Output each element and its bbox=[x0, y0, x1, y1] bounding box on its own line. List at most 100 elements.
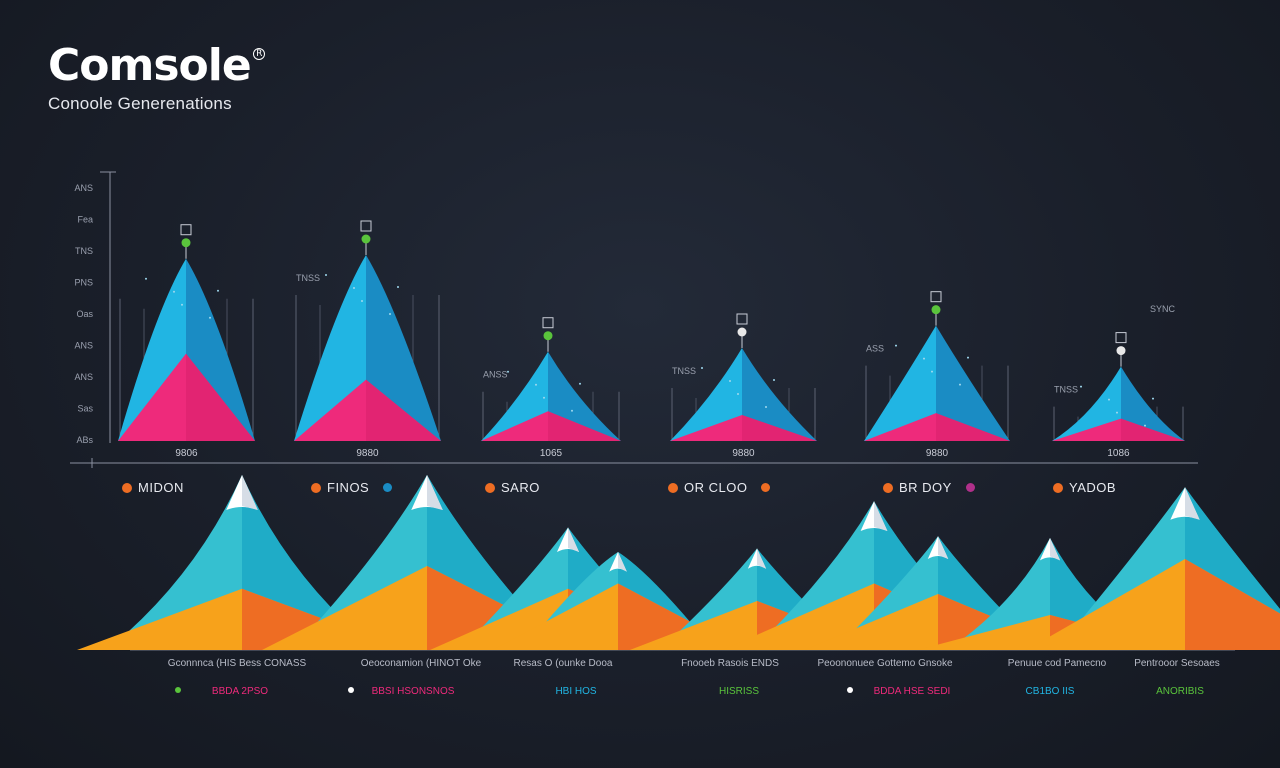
mountain-peak bbox=[492, 552, 744, 650]
sub-label: BDDA HSE SEDI bbox=[847, 686, 950, 697]
legend-item: MIDON bbox=[122, 480, 184, 495]
peak-marker bbox=[543, 331, 553, 341]
category-label: Penuue cod Pamecno bbox=[1008, 658, 1107, 669]
sub-label: BBSI HSONSNOS bbox=[348, 686, 455, 697]
scatter-dot bbox=[773, 379, 775, 381]
peak-icon bbox=[360, 220, 372, 232]
y-tick-label: Sas bbox=[77, 404, 93, 414]
snow-cap-shade bbox=[568, 527, 580, 552]
legend-dot bbox=[1053, 482, 1063, 493]
peak-annotation: TNSS bbox=[672, 366, 696, 376]
scatter-dot bbox=[701, 367, 703, 369]
cyan-peak-right bbox=[366, 255, 441, 441]
cyan-peak-left bbox=[1052, 366, 1121, 441]
legend-dot bbox=[883, 482, 893, 493]
scatter-dot bbox=[1080, 385, 1082, 388]
teal-peak-shade bbox=[874, 501, 996, 650]
sub-label-text: ANORIBIS bbox=[1156, 686, 1204, 697]
sub-label-dot bbox=[348, 687, 354, 693]
legend-label: OR CLOO bbox=[684, 480, 748, 495]
sub-label-text: BBSI HSONSNOS bbox=[372, 686, 455, 697]
brand-subtitle: Conoole Generenations bbox=[48, 94, 232, 113]
chart-legend: MIDON FINOS SARO OR CLOO BR DOY YADOB bbox=[0, 480, 1280, 500]
y-tick-label: TNS bbox=[75, 246, 93, 256]
scatter-dot bbox=[579, 382, 581, 385]
legend-item: SARO bbox=[485, 480, 540, 495]
orange-peak bbox=[492, 583, 744, 650]
mountain-peak bbox=[917, 538, 1183, 650]
peak-icon bbox=[930, 291, 942, 303]
scatter-dot bbox=[535, 383, 537, 386]
legend-item: OR CLOO bbox=[668, 480, 771, 495]
peak-icon bbox=[180, 224, 192, 236]
teal-peak bbox=[107, 475, 377, 650]
registered-icon: R bbox=[252, 48, 265, 60]
legend-label: SARO bbox=[501, 480, 540, 495]
pink-peak-shade bbox=[742, 414, 817, 441]
pink-peak-shade bbox=[1121, 418, 1185, 441]
category-label: Oeoconamion (HINOT Oke bbox=[361, 658, 482, 669]
scatter-dot bbox=[353, 287, 355, 289]
orange-peak-shade bbox=[242, 588, 407, 650]
scatter-dot bbox=[1144, 424, 1146, 427]
category-label: Fnooeb Rasois ENDS bbox=[681, 658, 779, 669]
sub-label-text: BBDA 2PSO bbox=[212, 686, 268, 697]
scatter-dot bbox=[397, 286, 399, 288]
peak-annotation: TNSS bbox=[1054, 385, 1078, 395]
scatter-dot bbox=[361, 300, 363, 302]
peak-group: TNSS 9880 bbox=[670, 313, 817, 459]
group-label: 9806 bbox=[175, 448, 198, 459]
teal-peak-shade bbox=[618, 552, 714, 650]
legend-extra-dot bbox=[761, 483, 771, 492]
sub-label-dot bbox=[847, 687, 853, 693]
scatter-dot bbox=[181, 303, 183, 306]
peak-marker bbox=[181, 238, 191, 248]
teal-peak-shade bbox=[938, 536, 1042, 650]
scatter-dot bbox=[737, 393, 739, 395]
teal-peak bbox=[522, 552, 714, 650]
cyan-peak-left bbox=[670, 348, 742, 441]
orange-peak-shade bbox=[874, 583, 1026, 650]
mountain-peak bbox=[1026, 487, 1280, 650]
legend-label: MIDON bbox=[138, 480, 184, 495]
scatter-dot bbox=[543, 396, 545, 399]
pink-peak-shade bbox=[186, 353, 255, 441]
peak-icon bbox=[542, 317, 554, 329]
scatter-dot bbox=[1152, 397, 1154, 400]
peak-annotation: TNSS bbox=[296, 273, 320, 283]
scatter-dot bbox=[145, 277, 147, 280]
orange-peak-shade bbox=[568, 588, 706, 650]
legend-item: FINOS bbox=[311, 480, 393, 495]
y-tick-label: PNS bbox=[74, 278, 93, 288]
orange-peak bbox=[77, 588, 407, 650]
scatter-dot bbox=[959, 383, 961, 386]
peak-group: ASS 9880 bbox=[864, 291, 1010, 459]
sub-label-text: BDDA HSE SEDI bbox=[874, 686, 951, 697]
snow-cap bbox=[860, 501, 888, 531]
scatter-dot bbox=[923, 357, 925, 360]
category-label: Resas O (ounke Dooa bbox=[514, 658, 613, 669]
orange-peak bbox=[722, 583, 1026, 650]
scatter-dot bbox=[765, 406, 767, 408]
teal-peak-shade bbox=[1185, 487, 1280, 650]
snow-cap-shade bbox=[1050, 538, 1061, 561]
legend-dot bbox=[485, 482, 495, 493]
sub-label-text: HBI HOS bbox=[555, 686, 596, 697]
peak-group: TNSS SYNC 1086 bbox=[1052, 304, 1185, 459]
mountain-peak bbox=[262, 475, 592, 650]
scatter-dot bbox=[507, 370, 509, 373]
orange-peak-shade bbox=[757, 601, 885, 650]
peak-marker bbox=[1116, 346, 1126, 356]
mountain-peak bbox=[804, 536, 1072, 650]
snow-cap-shade bbox=[618, 552, 627, 572]
teal-peak-shade bbox=[757, 548, 855, 650]
scatter-dot bbox=[325, 274, 327, 276]
scatter-dot bbox=[217, 289, 219, 292]
orange-peak bbox=[629, 601, 885, 650]
y-tick-label: Oas bbox=[76, 309, 93, 319]
snow-cap bbox=[927, 536, 949, 559]
peak-marker bbox=[737, 327, 747, 337]
legend-dot bbox=[311, 482, 321, 493]
snow-cap-shade bbox=[757, 548, 767, 569]
y-tick-label: ANS bbox=[74, 183, 93, 193]
